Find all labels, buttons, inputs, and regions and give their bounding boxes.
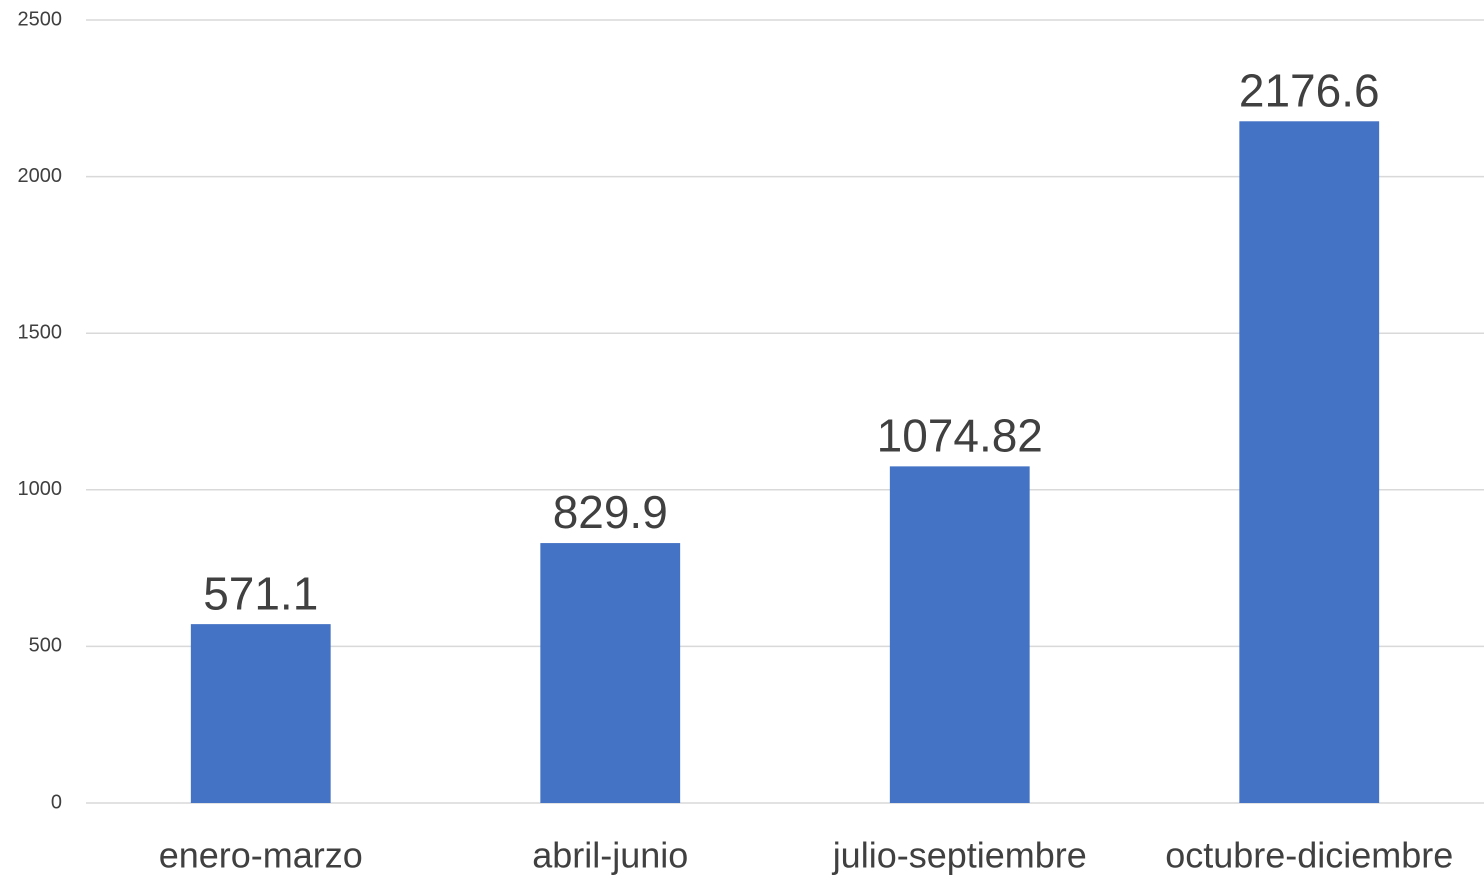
y-tick-label: 2000 [18, 165, 63, 187]
bar [190, 624, 331, 803]
bar [1239, 121, 1380, 803]
y-tick-label: 0 [51, 791, 62, 813]
x-tick-label: octubre-diciembre [1165, 835, 1453, 876]
x-tick-label: julio-septiembre [832, 835, 1087, 876]
x-tick-label: abril-junio [532, 835, 688, 876]
y-tick-label: 1000 [18, 478, 63, 500]
data-label: 1074.82 [877, 410, 1043, 462]
bar [540, 543, 681, 803]
x-tick-label: enero-marzo [159, 835, 363, 876]
y-tick-label: 1500 [18, 321, 63, 343]
data-label: 2176.6 [1239, 64, 1380, 116]
y-tick-label: 500 [29, 635, 62, 657]
data-label: 829.9 [553, 486, 668, 538]
bar [889, 466, 1030, 803]
y-tick-label: 2500 [18, 8, 63, 30]
data-label: 571.1 [203, 567, 318, 619]
